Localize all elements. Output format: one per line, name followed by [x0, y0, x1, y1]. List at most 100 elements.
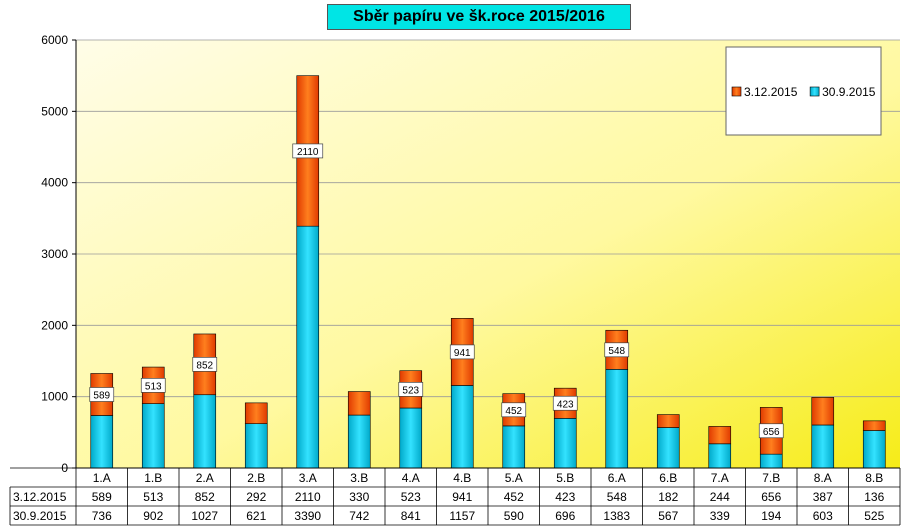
table-cell: 330	[349, 490, 369, 504]
y-tick-label: 4000	[41, 176, 68, 190]
data-label-text: 2110	[297, 147, 319, 158]
table-cell: 1157	[449, 509, 475, 523]
data-label-box	[398, 382, 424, 397]
bar-30-9-2015-6-A	[605, 369, 629, 469]
legend-box	[725, 46, 882, 136]
data-label-text: 941	[454, 348, 471, 359]
table-cell: 567	[658, 509, 678, 523]
bar-30-9-2015-4-B	[450, 385, 474, 469]
data-label-box	[192, 357, 218, 372]
table-cell: 621	[246, 509, 266, 523]
table-cell: 182	[658, 490, 678, 504]
bar-30-9-2015-7-B	[759, 453, 783, 469]
x-tick-label: 7.A	[711, 471, 729, 485]
data-label-1-A: 589	[89, 387, 115, 402]
bar-30-9-2015-2-B	[244, 423, 268, 469]
bar-30-9-2015-6-B	[656, 427, 680, 469]
table-cell: 852	[195, 490, 215, 504]
table-cell: 941	[452, 490, 472, 504]
y-tick-label: 2000	[41, 318, 68, 332]
x-tick-label: 1.A	[93, 471, 111, 485]
data-table: 1.A 1.B 2.A 2.B 3.A 3.B 4.A 4.B 5.A 5.B 6.A 6.B 7.A 7…	[9, 467, 901, 526]
table-cell: 423	[555, 490, 575, 504]
table-cell: 902	[143, 509, 163, 523]
bar-30-9-2015-5-A	[502, 425, 526, 469]
bar-30-9-2015-4-A	[399, 407, 423, 469]
data-label-5-B: 423	[552, 395, 578, 411]
table-cell: 136	[864, 490, 884, 504]
table-cell: 1027	[191, 509, 218, 523]
x-tick-label: 5.B	[556, 471, 574, 485]
table-row-label: 3.12.2015	[13, 490, 67, 504]
bar-3-12-2015-8-A	[811, 397, 835, 426]
table-cell: 603	[813, 509, 833, 523]
table-cell: 1383	[603, 509, 630, 523]
legend-swatch	[731, 86, 742, 97]
chart-title: Sběr papíru ve šk.roce 2015/2016	[327, 4, 631, 30]
y-tick-label: 1000	[41, 390, 68, 404]
bar-30-9-2015-1-B	[141, 403, 165, 469]
x-tick-label: 7.B	[762, 471, 780, 485]
data-label-text: 452	[505, 406, 522, 417]
bar-30-9-2015-8-A	[811, 424, 835, 469]
x-tick-label: 3.B	[350, 471, 368, 485]
bar-30-9-2015-1-A	[90, 415, 114, 469]
legend-label: 3.12.2015	[744, 85, 798, 99]
data-label-box	[449, 344, 475, 360]
x-tick-label: 3.A	[299, 471, 317, 485]
x-tick-label: 4.A	[402, 471, 420, 485]
data-label-text: 852	[196, 360, 213, 371]
table-cell: 339	[710, 509, 730, 523]
table-cell: 292	[246, 490, 266, 504]
x-tick-label: 2.A	[196, 471, 214, 485]
table-cell: 736	[92, 509, 112, 523]
table-cell: 841	[401, 509, 421, 523]
data-label-box	[292, 143, 324, 159]
table-cell: 2110	[295, 490, 321, 504]
bar-3-12-2015-3-B	[347, 391, 371, 416]
data-label-box	[758, 423, 784, 439]
table-cell: 3390	[294, 509, 321, 523]
data-label-3-A: 2110	[292, 143, 324, 159]
table-cell: 548	[607, 490, 627, 504]
bar-30-9-2015-8-B	[862, 430, 886, 469]
bar-30-9-2015-5-B	[553, 418, 577, 469]
data-label-2-A: 852	[192, 357, 218, 372]
x-tick-label: 4.B	[453, 471, 471, 485]
table-cell: 656	[761, 490, 781, 504]
table-cell: 452	[504, 490, 524, 504]
table-row-label: 30.9.2015	[13, 509, 67, 523]
table-cell: 387	[813, 490, 833, 504]
bar-3-12-2015-6-B	[656, 414, 680, 428]
y-tick-label: 5000	[41, 104, 68, 118]
data-label-box	[604, 342, 630, 358]
data-label-box	[89, 387, 115, 402]
x-tick-label: 1.B	[144, 471, 162, 485]
bar-30-9-2015-7-A	[708, 443, 732, 469]
data-label-text: 548	[608, 346, 625, 357]
table-cell: 742	[349, 509, 369, 523]
data-label-text: 656	[763, 427, 780, 438]
legend-label: 30.9.2015	[822, 85, 876, 99]
bar-30-9-2015-3-B	[347, 414, 371, 469]
x-tick-label: 2.B	[247, 471, 265, 485]
bar-3-12-2015-2-B	[244, 402, 268, 425]
bar-30-9-2015-3-A	[296, 225, 320, 469]
data-label-text: 589	[93, 390, 110, 401]
table-cell: 194	[761, 509, 781, 523]
data-label-box	[140, 378, 166, 393]
table-cell: 244	[710, 490, 730, 504]
table-cell: 525	[864, 509, 884, 523]
data-label-1-B: 513	[140, 378, 166, 393]
y-tick-label: 3000	[41, 247, 68, 261]
x-tick-label: 6.A	[608, 471, 626, 485]
data-label-text: 523	[402, 385, 419, 396]
bar-3-12-2015-7-A	[708, 426, 732, 445]
bar-30-9-2015-2-A	[193, 394, 217, 469]
table-cell: 513	[143, 490, 163, 504]
table-cell: 590	[504, 509, 524, 523]
table-cell: 523	[401, 490, 421, 504]
data-label-text: 423	[557, 399, 574, 410]
data-label-7-B: 656	[758, 423, 784, 439]
